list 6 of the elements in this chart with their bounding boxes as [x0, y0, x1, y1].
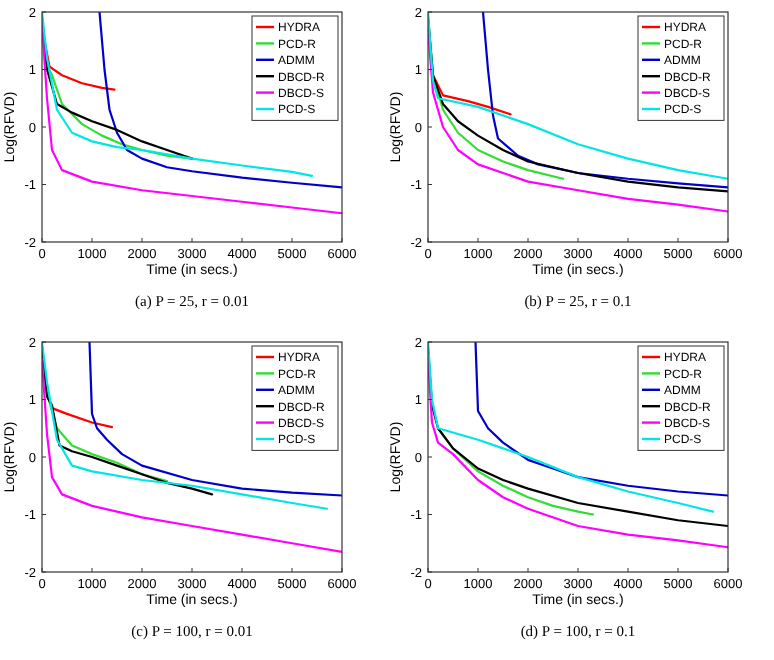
line-series	[481, 12, 728, 189]
line-series	[431, 74, 512, 116]
line-series	[88, 342, 342, 497]
line-series	[98, 12, 342, 189]
line-series	[474, 342, 728, 497]
line-series	[42, 342, 329, 510]
